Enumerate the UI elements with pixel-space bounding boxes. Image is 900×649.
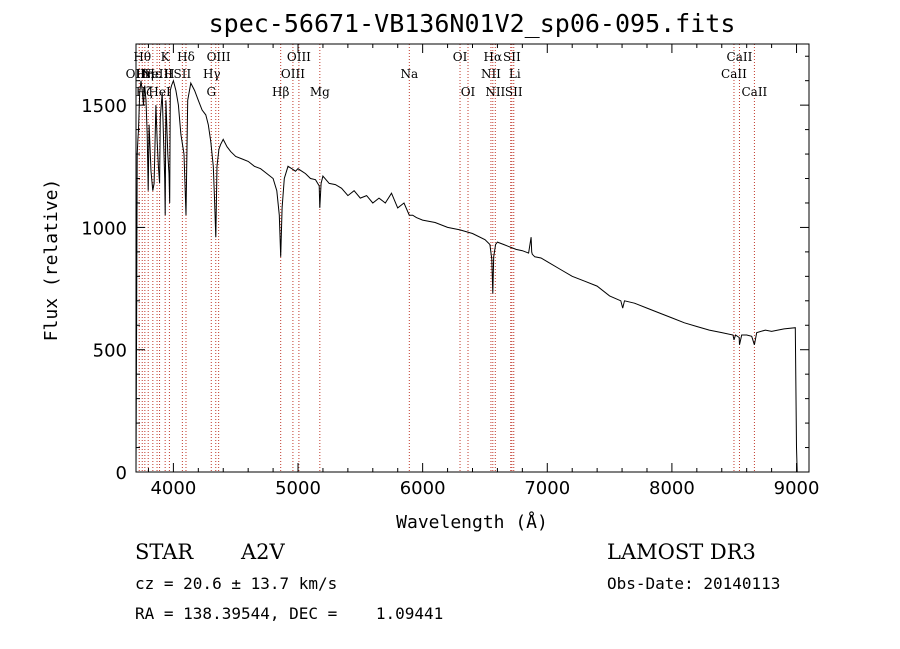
spectral-line-labels: OIIHθHηHζHεNeIIIHeIKHHδSIIGHγOIIIHβOIIIO… bbox=[126, 50, 768, 99]
spectral-line-label: Mg bbox=[310, 85, 330, 99]
spectral-line-label: OIII bbox=[287, 50, 311, 64]
x-tick-label: 4000 bbox=[150, 478, 196, 499]
spectral-line-label: Hα bbox=[484, 50, 503, 64]
spectral-line-label: Li bbox=[509, 67, 521, 81]
spectral-line-label: CaII bbox=[721, 67, 747, 81]
spectral-line-label: K bbox=[161, 50, 171, 64]
spectral-line-label: HeI bbox=[148, 85, 171, 99]
y-tick-label: 0 bbox=[116, 463, 127, 484]
spectral-line-label: Hβ bbox=[272, 85, 289, 99]
x-tick-label: 6000 bbox=[400, 478, 446, 499]
spectral-line-label: OI bbox=[461, 85, 476, 99]
y-tick-label: 1500 bbox=[81, 96, 127, 117]
y-tick-label: 500 bbox=[93, 341, 127, 362]
observation-date: Obs-Date: 20140113 bbox=[607, 574, 781, 593]
spectral-line-label: Hδ bbox=[177, 50, 195, 64]
spectral-line-label: Hθ bbox=[133, 50, 151, 64]
spectral-line-label: OIII bbox=[281, 67, 305, 81]
spectral-line-label: Hε bbox=[144, 67, 161, 81]
spectral-line-label: CaII bbox=[727, 50, 753, 64]
coordinates: RA = 138.39544, DEC = 1.09441 bbox=[135, 604, 444, 623]
x-tick-label: 8000 bbox=[649, 478, 695, 499]
chart-title: spec-56671-VB136N01V2_sp06-095.fits bbox=[209, 9, 736, 38]
spectrum-data bbox=[135, 79, 798, 473]
spectral-line-label: OII bbox=[126, 67, 146, 81]
spectral-line-label: NII bbox=[481, 67, 501, 81]
spectral-line-label: OI bbox=[453, 50, 468, 64]
y-axis-label: Flux (relative) bbox=[41, 179, 62, 342]
spectral-line-label: NeIII bbox=[141, 67, 173, 81]
spectral-line-label: SII bbox=[174, 67, 192, 81]
object-type: STAR bbox=[135, 540, 194, 564]
axes: 4000 5000 6000 7000 8000 9000 0 500 1000 1500 bbox=[81, 44, 819, 499]
y-tick-label: 1000 bbox=[81, 218, 127, 239]
spectral-line-label: OIII bbox=[207, 50, 231, 64]
spectral-line-label: Na bbox=[400, 67, 418, 81]
spectral-line-label: Hγ bbox=[203, 67, 221, 81]
spectral-line-label: Hη bbox=[136, 67, 154, 81]
spectral-line-markers bbox=[138, 44, 755, 472]
spectral-line-label: SII bbox=[505, 85, 523, 99]
subclass: A2V bbox=[241, 540, 285, 564]
spectrum-line bbox=[135, 79, 798, 473]
spectral-line-label: NII bbox=[485, 85, 505, 99]
redshift-velocity: cz = 20.6 ± 13.7 km/s bbox=[135, 574, 338, 593]
survey-label: LAMOST DR3 bbox=[607, 540, 756, 564]
spectral-line-label: H bbox=[164, 67, 174, 81]
spectral-line-label: SII bbox=[503, 50, 521, 64]
spectral-line-label: CaII bbox=[741, 85, 767, 99]
x-tick-label: 5000 bbox=[275, 478, 321, 499]
x-axis-label: Wavelength (Å) bbox=[396, 511, 548, 533]
x-tick-label: 7000 bbox=[524, 478, 570, 499]
plot-frame bbox=[135, 43, 810, 473]
spectral-line-label: G bbox=[206, 85, 216, 99]
x-tick-label: 9000 bbox=[774, 478, 820, 499]
